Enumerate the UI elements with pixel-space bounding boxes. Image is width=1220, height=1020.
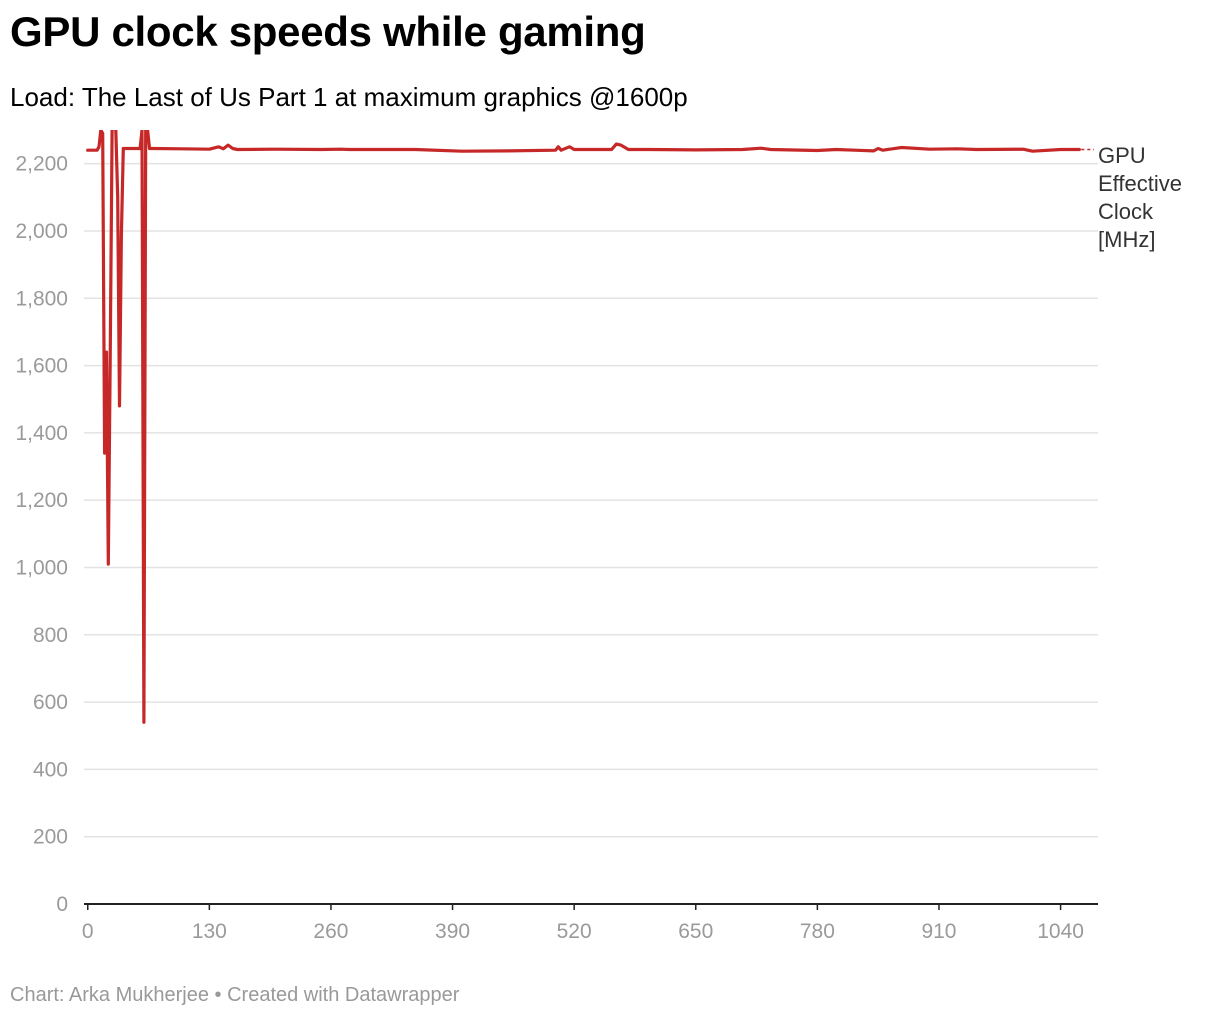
x-tick-label: 650 <box>678 920 713 943</box>
x-tick-label: 130 <box>192 920 227 943</box>
x-axis: 0 130 260 390 520 650 780 910 1040 <box>82 903 1098 943</box>
series-label-layer: GPU Effective Clock [MHz] <box>1081 143 1182 252</box>
y-tick-label: 1,800 <box>15 287 68 310</box>
y-tick-label: 1,200 <box>15 489 68 512</box>
series-label-line: GPU <box>1098 143 1146 168</box>
series-label: GPU Effective Clock [MHz] <box>1098 143 1182 252</box>
chart-subtitle: Load: The Last of Us Part 1 at maximum g… <box>10 82 688 112</box>
y-tick-label: 2,000 <box>15 220 68 243</box>
series-label-line: [MHz] <box>1098 227 1155 252</box>
x-tick-label: 780 <box>800 920 835 943</box>
chart-title: GPU clock speeds while gaming <box>10 8 646 55</box>
series-label-line: Clock <box>1098 199 1154 224</box>
x-tick-label: 910 <box>921 920 956 943</box>
y-tick-label: 0 <box>56 893 68 916</box>
series-layer <box>86 130 1081 724</box>
y-tick-label: 1,000 <box>15 556 68 579</box>
y-tick-label: 200 <box>33 826 68 849</box>
x-tick-label: 1040 <box>1037 920 1084 943</box>
x-tick-label: 390 <box>435 920 470 943</box>
series-line <box>86 130 1081 724</box>
x-tick-label: 520 <box>557 920 592 943</box>
y-axis: 0 200 400 600 800 1,000 1,200 1,400 1,600 1,800 2,… <box>15 153 68 916</box>
y-tick-label: 1,400 <box>15 422 68 445</box>
x-tick-label: 0 <box>82 920 94 943</box>
y-tick-label: 400 <box>33 758 68 781</box>
series-label-line: Effective <box>1098 171 1182 196</box>
x-tick-label: 260 <box>313 920 348 943</box>
y-tick-label: 600 <box>33 691 68 714</box>
y-tick-label: 1,600 <box>15 355 68 378</box>
chart-credit: Chart: Arka Mukherjee • Created with Dat… <box>10 984 460 1006</box>
y-tick-label: 800 <box>33 624 68 647</box>
y-tick-label: 2,200 <box>15 153 68 176</box>
grid-lines <box>84 162 1098 838</box>
